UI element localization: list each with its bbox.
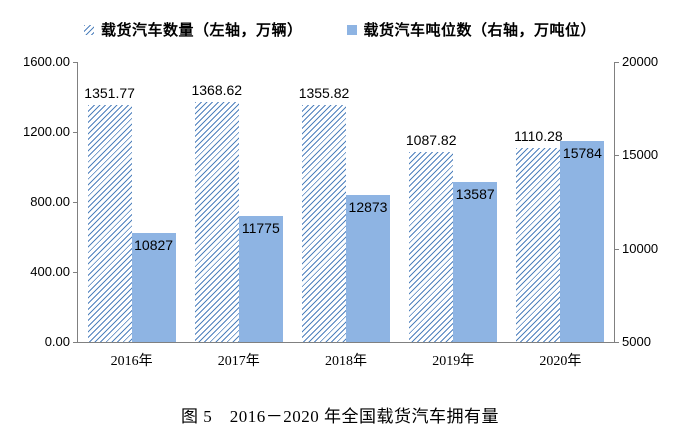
x-axis-label: 2019年	[432, 354, 475, 369]
left-axis-tick-label: 800.00	[30, 194, 70, 209]
right-axis-tick	[615, 155, 619, 157]
bar-vehicle-count	[409, 151, 454, 342]
right-axis-tick-label: 15000	[622, 147, 659, 163]
left-axis-tick-label: 400.00	[30, 264, 70, 279]
bar-tonnage	[131, 233, 176, 342]
chart-legend: 载货汽车数量（左轴，万辆） 载货汽车吨位数（右轴，万吨位）	[0, 19, 680, 40]
left-axis-tick	[73, 342, 77, 343]
x-axis-label: 2017年	[217, 354, 260, 369]
left-axis-tick-label: 1200.00	[23, 124, 70, 139]
tonnage-value-label: 13587	[455, 185, 495, 202]
x-axis-label: 2018年	[325, 354, 367, 369]
right-axis-tick	[615, 342, 619, 343]
bar-tonnage	[238, 215, 283, 342]
left-axis-tick	[73, 62, 77, 63]
bar-vehicle-count	[87, 105, 132, 342]
right-axis-tick-label: 10000	[622, 240, 659, 256]
tonnage-value-label: 12873	[348, 199, 388, 216]
right-axis-tick	[615, 62, 619, 63]
left-axis-line	[77, 62, 78, 343]
right-axis-line	[614, 62, 615, 343]
bar-tonnage	[453, 181, 498, 342]
left-axis-tick-label: 0.00	[44, 334, 70, 349]
right-axis-tick	[615, 248, 619, 250]
legend-label: 载货汽车数量（左轴，万辆）	[100, 22, 303, 39]
tonnage-value-label: 15784	[562, 144, 602, 161]
left-axis-tick	[73, 202, 77, 203]
bar-tonnage	[560, 140, 605, 342]
vehicle-count-value-label: 1368.62	[191, 82, 243, 99]
legend-label: 载货汽车吨位数（右轴，万吨位）	[363, 22, 597, 39]
bar-vehicle-count	[302, 104, 346, 342]
hatched-square-icon	[83, 24, 94, 35]
left-axis-tick-label: 1600.00	[23, 54, 70, 69]
bar-vehicle-count	[516, 147, 561, 342]
legend-item-tonnage: 载货汽车吨位数（右轴，万吨位）	[346, 19, 597, 40]
bar-vehicle-count	[194, 102, 239, 342]
left-axis-tick	[73, 132, 77, 133]
vehicle-count-value-label: 1351.77	[84, 85, 135, 102]
solid-square-icon	[346, 24, 357, 35]
plot-area: 1351.77 1368.62 1355.82 1087.82 1110.28 10827…	[78, 62, 614, 342]
tonnage-value-label: 10827	[134, 237, 174, 254]
bar-tonnage	[346, 195, 390, 342]
left-axis-tick	[73, 272, 77, 273]
right-axis-tick-label: 5000	[622, 334, 651, 349]
x-axis-label: 2016年	[110, 354, 153, 369]
bottom-axis-line	[77, 342, 615, 343]
vehicle-count-value-label: 1110.28	[514, 127, 563, 144]
x-axis-label: 2020年	[539, 354, 582, 369]
vehicle-count-value-label: 1087.82	[405, 131, 457, 148]
figure-caption: 图 5 2016－2020 年全国载货汽车拥有量	[181, 407, 499, 426]
legend-item-vehicle-count: 载货汽车数量（左轴，万辆）	[83, 19, 303, 40]
right-axis-tick-label: 20000	[622, 54, 659, 69]
vehicle-count-value-label: 1355.82	[298, 84, 350, 101]
tonnage-value-label: 11775	[241, 219, 280, 236]
